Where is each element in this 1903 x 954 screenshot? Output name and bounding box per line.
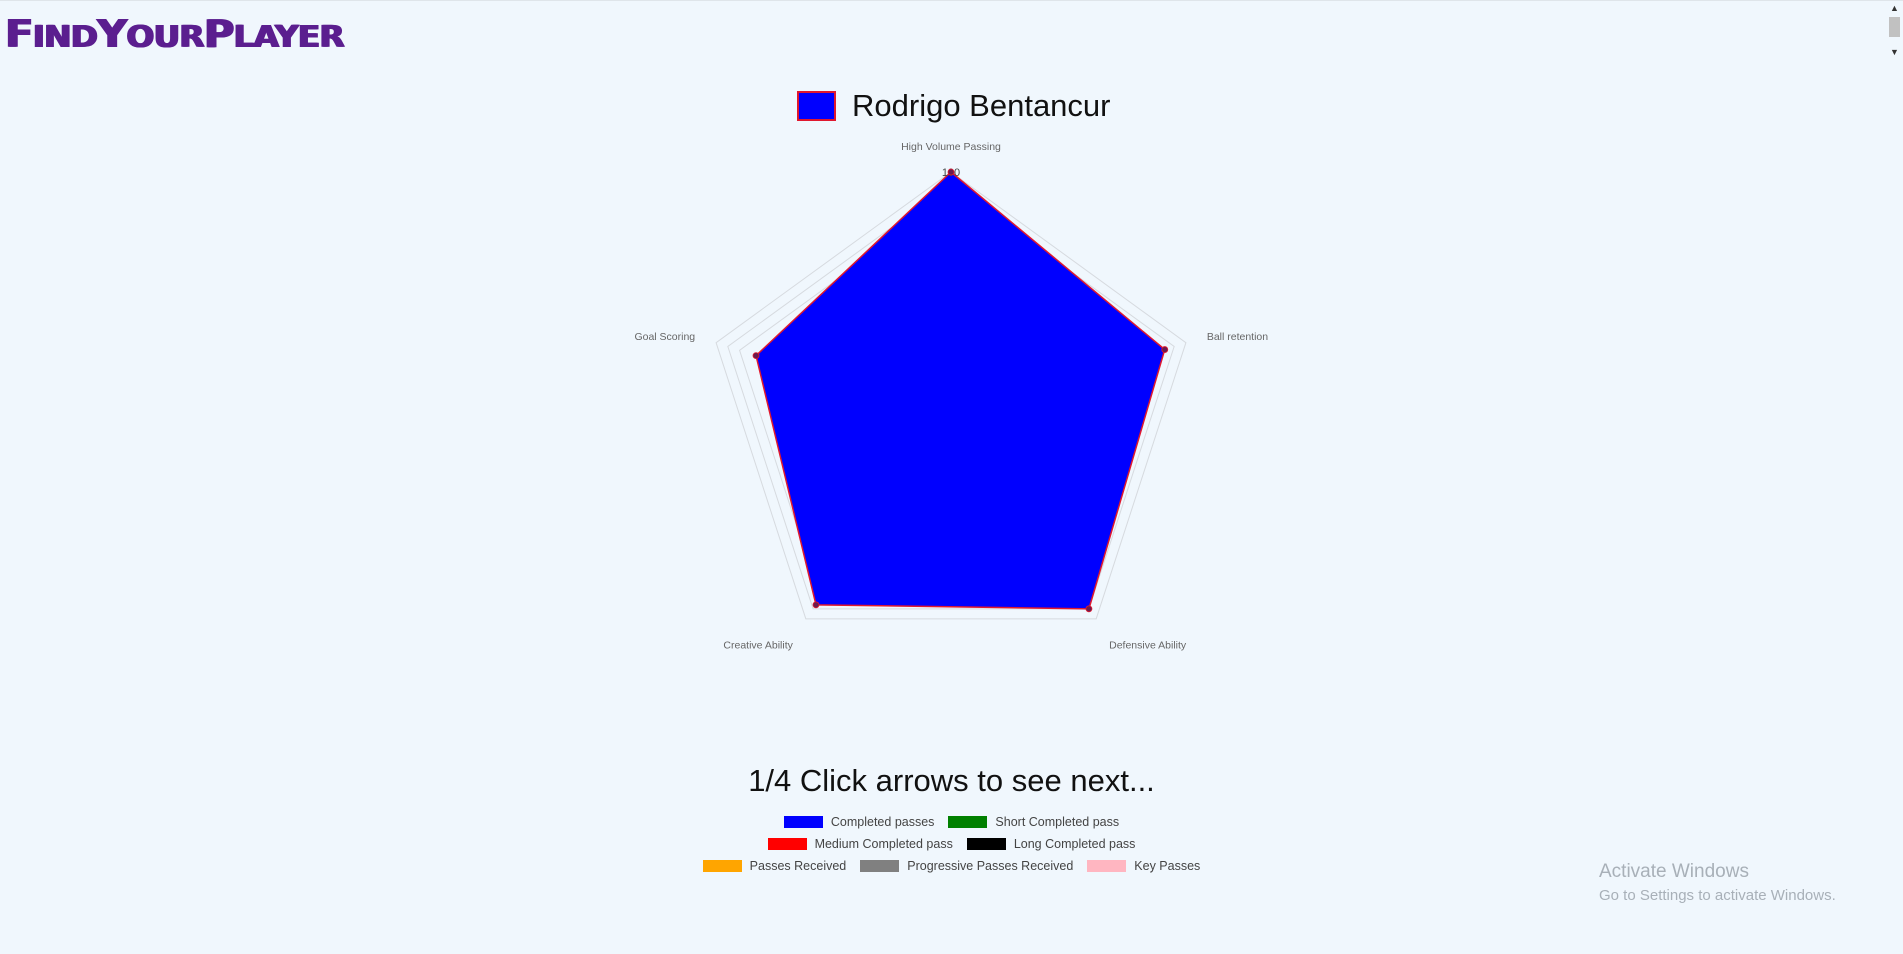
windows-activation-watermark: Activate Windows Go to Settings to activ… [1599, 861, 1836, 904]
app-logo[interactable]: FINDYOURPLAYER [5, 11, 345, 57]
legend-label: Progressive Passes Received [907, 859, 1074, 873]
radar-axis-label: Creative Ability [723, 640, 793, 652]
legend-label: Medium Completed pass [814, 837, 953, 851]
scroll-up-icon[interactable]: ▲ [1890, 3, 1899, 13]
logo-text: LAYER [233, 18, 344, 55]
radar-grid-ring [727, 183, 1175, 610]
radar-axis-label: Defensive Ability [1109, 640, 1187, 652]
logo-letter: F [5, 11, 34, 57]
radar-axis-label: High Volume Passing [901, 141, 1001, 153]
legend-item[interactable]: Long Completed pass [966, 837, 1136, 851]
legend-swatch [1087, 860, 1127, 872]
legend-swatch [860, 860, 900, 872]
radar-data-point[interactable] [947, 168, 955, 176]
logo-text: IND [32, 18, 98, 55]
scroll-down-icon[interactable]: ▼ [1890, 47, 1899, 57]
radar-data-point[interactable] [1085, 605, 1093, 613]
radar-data-point[interactable] [1161, 346, 1169, 353]
legend-row: Completed passes Short Completed pass [0, 811, 1903, 833]
radar-grid-ring [715, 171, 1187, 620]
legend-label: Completed passes [830, 815, 935, 829]
legend-label: Passes Received [749, 859, 847, 873]
dataset-swatch [797, 91, 836, 121]
metric-legend: Completed passes Short Completed pass Medi… [0, 811, 1903, 877]
legend-item[interactable]: Passes Received [702, 859, 847, 873]
legend-item[interactable]: Completed passes [783, 815, 935, 829]
radar-data-point[interactable] [812, 601, 820, 609]
dataset-label: Rodrigo Bentancur [852, 88, 1111, 123]
logo-text: OUR [126, 18, 204, 55]
legend-swatch [783, 816, 823, 828]
legend-item[interactable]: Medium Completed pass [767, 837, 953, 851]
legend-label: Long Completed pass [1013, 837, 1136, 851]
legend-item[interactable]: Progressive Passes Received [860, 859, 1073, 873]
pager-text: 1/4 Click arrows to see next... [748, 763, 1155, 798]
watermark-title: Activate Windows [1599, 861, 1749, 882]
logo-letter: Y [97, 11, 127, 57]
radar-data-point[interactable] [752, 352, 760, 360]
watermark-subtitle: Go to Settings to activate Windows. [1599, 887, 1836, 904]
legend-row: Medium Completed pass Long Completed pass [0, 833, 1903, 855]
legend-swatch [702, 860, 742, 872]
legend-swatch [767, 838, 807, 850]
legend-swatch [966, 838, 1006, 850]
radar-axis-label: Ball retention [1207, 331, 1268, 343]
logo-letter: P [203, 11, 235, 57]
chart-dataset-legend[interactable]: Rodrigo Bentancur [797, 88, 1111, 123]
legend-item[interactable]: Short Completed pass [948, 815, 1119, 829]
scroll-thumb[interactable] [1889, 17, 1900, 37]
legend-swatch [948, 816, 988, 828]
radar-data-area [755, 170, 1166, 610]
legend-label: Short Completed pass [995, 815, 1120, 829]
legend-item[interactable]: Key Passes [1087, 859, 1200, 873]
radar-axis-label: Goal Scoring [634, 331, 695, 343]
legend-row: Passes Received Progressive Passes Receiv… [0, 855, 1903, 877]
vertical-scrollbar[interactable]: ▲ ▼ [1886, 1, 1903, 61]
legend-label: Key Passes [1134, 859, 1201, 873]
